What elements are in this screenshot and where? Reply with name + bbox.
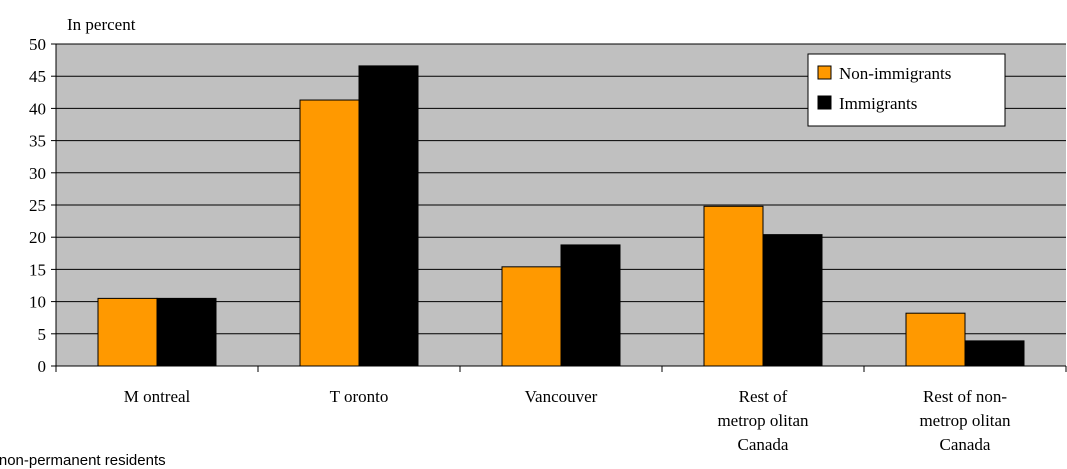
bar-non-immigrants (299, 99, 360, 367)
y-tick-label: 25 (29, 196, 46, 215)
bar-non-immigrants (905, 312, 966, 367)
footnote: ng non-permanent residents (0, 452, 166, 469)
legend-box (807, 53, 1006, 127)
bar-non-immigrants (703, 205, 764, 367)
y-tick-label: 10 (29, 293, 46, 312)
x-category-label: Rest of (739, 387, 788, 406)
bar-immigrants (560, 244, 621, 367)
bar-non-immigrants (97, 297, 158, 367)
x-category-label: Vancouver (525, 387, 598, 406)
y-tick-label: 35 (29, 132, 46, 151)
legend-swatch (817, 65, 832, 80)
x-category-label: Rest of non- (923, 387, 1007, 406)
x-category-label: T oronto (330, 387, 389, 406)
y-tick-label: 45 (29, 67, 46, 86)
x-category-label: M ontreal (124, 387, 191, 406)
y-tick-label: 40 (29, 99, 46, 118)
y-tick-label: 0 (38, 357, 47, 376)
x-category-label: Canada (940, 435, 991, 454)
x-category-label: metrop olitan (717, 411, 809, 430)
legend: Non-immigrants Immigrants (807, 53, 1006, 127)
x-category-label: metrop olitan (919, 411, 1011, 430)
x-category-label: Canada (738, 435, 789, 454)
y-tick-label: 5 (38, 325, 47, 344)
y-tick-label: 15 (29, 260, 46, 279)
bar-non-immigrants (501, 266, 562, 367)
y-tick-label: 50 (29, 35, 46, 54)
bar-immigrants (358, 65, 419, 367)
y-tick-label: 30 (29, 164, 46, 183)
legend-label: Immigrants (839, 94, 917, 113)
legend-label: Non-immigrants (839, 64, 951, 83)
bar-immigrants (156, 297, 217, 367)
bar-immigrants (964, 340, 1025, 367)
legend-swatch (817, 95, 832, 110)
y-tick-label: 20 (29, 228, 46, 247)
bar-immigrants (762, 234, 823, 367)
y-axis-label: In percent (67, 15, 136, 34)
